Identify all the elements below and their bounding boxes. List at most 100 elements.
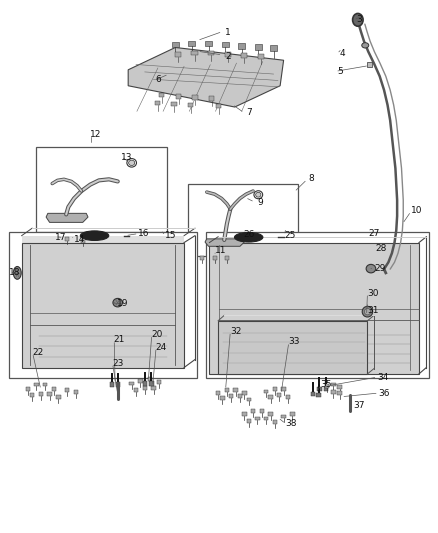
Bar (65, 237, 69, 240)
Bar (151, 386, 155, 390)
Text: 33: 33 (288, 337, 300, 346)
Text: 36: 36 (378, 389, 390, 398)
Bar (149, 381, 153, 385)
Bar (175, 52, 181, 56)
Bar (35, 147, 166, 232)
Bar (81, 239, 85, 243)
Polygon shape (209, 243, 419, 374)
Bar (286, 395, 290, 399)
Text: 25: 25 (284, 231, 295, 240)
Bar (241, 53, 247, 58)
Bar (216, 104, 221, 108)
Text: 34: 34 (377, 373, 389, 382)
Bar (264, 417, 268, 421)
Bar (367, 62, 372, 67)
Bar (229, 394, 233, 398)
Text: 22: 22 (32, 348, 43, 357)
Bar (242, 391, 247, 395)
Bar (110, 382, 114, 386)
Text: 29: 29 (374, 264, 385, 273)
Ellipse shape (362, 306, 373, 317)
Bar (268, 413, 273, 416)
Bar (192, 95, 198, 100)
Bar (10, 232, 197, 378)
Bar (56, 395, 60, 399)
Bar (277, 393, 282, 397)
Bar (205, 41, 212, 46)
Text: 4: 4 (339, 50, 345, 58)
Text: 15: 15 (165, 231, 177, 240)
Bar (247, 419, 251, 423)
Bar (43, 383, 47, 386)
Bar (331, 383, 336, 386)
Bar (65, 388, 69, 392)
Bar (30, 393, 34, 397)
Bar (47, 392, 52, 396)
Bar (255, 44, 262, 50)
Bar (270, 45, 277, 51)
Bar (225, 388, 229, 392)
Ellipse shape (129, 160, 135, 165)
Text: 20: 20 (151, 330, 162, 339)
Bar (337, 391, 342, 395)
Bar (331, 390, 336, 394)
Bar (201, 256, 205, 260)
Bar (188, 41, 195, 46)
Ellipse shape (362, 43, 369, 48)
Bar (143, 381, 147, 385)
Bar (74, 390, 78, 394)
Bar (317, 386, 321, 391)
Bar (208, 51, 214, 55)
Bar (290, 413, 294, 416)
Ellipse shape (366, 264, 376, 273)
Bar (52, 387, 56, 391)
Text: 5: 5 (338, 67, 343, 76)
Bar (134, 388, 138, 392)
Bar (282, 415, 286, 418)
Bar (311, 392, 315, 396)
Bar (209, 96, 214, 101)
Text: 19: 19 (117, 299, 129, 308)
Text: 3: 3 (356, 15, 362, 25)
Text: 31: 31 (367, 305, 378, 314)
Bar (176, 94, 181, 99)
Bar (155, 101, 160, 105)
Ellipse shape (256, 192, 261, 197)
Ellipse shape (254, 191, 263, 199)
Bar (159, 93, 164, 98)
Ellipse shape (13, 266, 21, 279)
Polygon shape (128, 47, 284, 107)
Bar (325, 384, 329, 388)
Bar (191, 51, 198, 55)
Ellipse shape (113, 298, 123, 307)
Text: 6: 6 (156, 75, 162, 84)
Bar (260, 409, 264, 413)
Bar (225, 256, 229, 260)
Text: 26: 26 (243, 230, 254, 239)
Text: 12: 12 (90, 130, 102, 139)
Text: 16: 16 (138, 229, 150, 238)
Bar (337, 385, 342, 389)
Bar (148, 377, 152, 381)
Text: 37: 37 (353, 401, 364, 410)
Text: 23: 23 (112, 359, 124, 368)
Ellipse shape (353, 13, 363, 26)
Bar (324, 386, 328, 391)
Bar (130, 382, 134, 385)
Text: 2: 2 (225, 52, 230, 61)
Polygon shape (21, 236, 184, 243)
Bar (258, 54, 264, 59)
Bar (273, 420, 277, 424)
Text: 24: 24 (156, 343, 167, 352)
Bar (143, 386, 147, 390)
Bar (233, 388, 238, 392)
Text: 14: 14 (74, 236, 85, 245)
Bar (39, 392, 43, 396)
Bar (282, 387, 286, 391)
Ellipse shape (127, 159, 137, 167)
Text: 30: 30 (367, 288, 378, 297)
Bar (238, 394, 242, 398)
Text: 28: 28 (376, 244, 387, 253)
Bar (188, 103, 193, 107)
Bar (216, 391, 220, 395)
